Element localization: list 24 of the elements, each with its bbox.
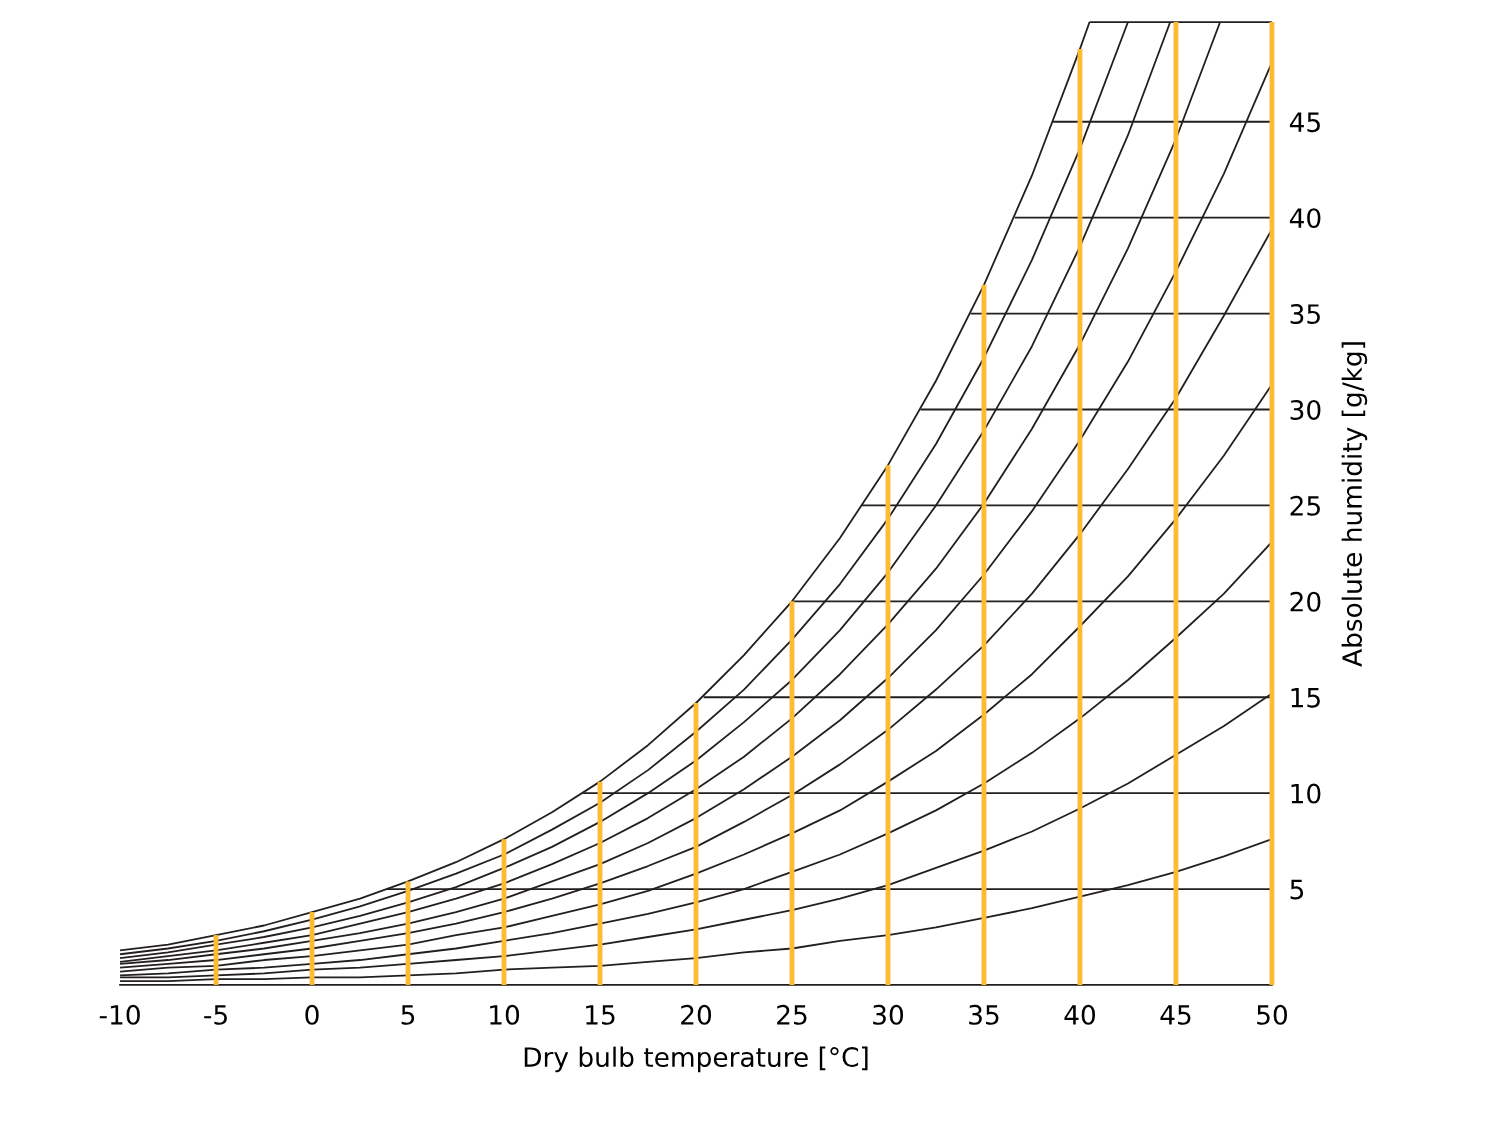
y-tick-label: 5 <box>1290 879 1304 900</box>
x-tick-label: 30 <box>873 1004 904 1025</box>
x-tick-label: 20 <box>681 1004 712 1025</box>
y-tick-label: 15 <box>1291 688 1320 708</box>
y-tick-label: 35 <box>1290 304 1320 324</box>
x-tick-label: 10 <box>490 1004 520 1025</box>
y-tick-label: 25 <box>1290 495 1320 516</box>
x-tick-label: -5 <box>204 1005 227 1025</box>
x-tick-label: 15 <box>586 1005 615 1025</box>
x-tick-label: 25 <box>777 1004 807 1025</box>
y-axis-title: Absolute humidity [g/kg] <box>1341 342 1368 667</box>
y-tick-label: 30 <box>1290 399 1321 420</box>
x-axis-title: Dry bulb temperature [°C] <box>524 1046 868 1073</box>
x-tick-label: 40 <box>1064 1004 1095 1025</box>
x-tick-label: 50 <box>1257 1004 1287 1025</box>
x-tick-label: -10 <box>99 1004 140 1025</box>
x-tick-label: 45 <box>1160 1005 1191 1025</box>
x-tick-label: 0 <box>305 1004 319 1025</box>
y-tick-label: 10 <box>1291 783 1321 804</box>
y-tick-label: 20 <box>1290 591 1321 612</box>
y-tick-label: 45 <box>1289 112 1320 133</box>
y-tick-label: 40 <box>1289 208 1321 229</box>
x-tick-label: 35 <box>969 1004 999 1025</box>
x-tick-label: 5 <box>401 1005 415 1025</box>
